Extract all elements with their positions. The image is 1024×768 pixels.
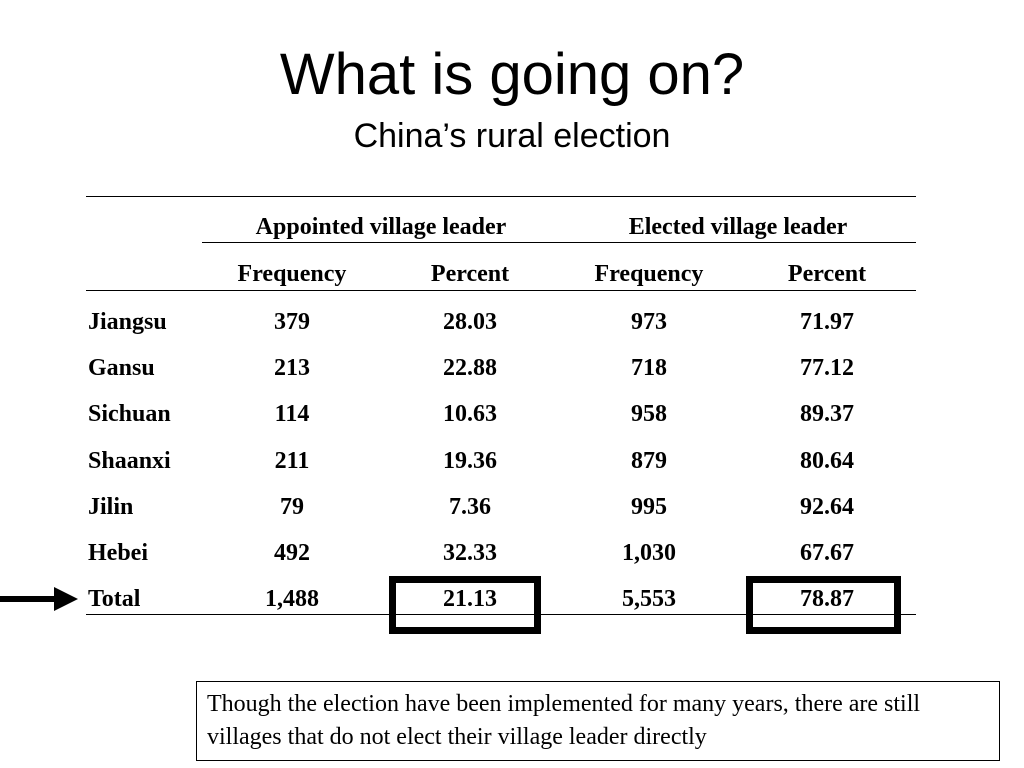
- slide-title: What is going on?: [279, 42, 745, 107]
- table-bottom-rule: [86, 614, 916, 615]
- table-cell: 19.36: [443, 448, 497, 474]
- table-cell: 211: [274, 448, 310, 474]
- row-label: Gansu: [88, 355, 155, 381]
- table-cell: 79: [280, 494, 304, 520]
- column-header-appointed-percent: Percent: [430, 261, 510, 287]
- row-label: Shaanxi: [88, 448, 171, 474]
- column-header-elected-frequency: Frequency: [594, 261, 704, 287]
- row-label: Jiangsu: [88, 309, 167, 335]
- table-cell: 67.67: [800, 540, 854, 566]
- row-label: Sichuan: [88, 401, 171, 427]
- table-cell: 958: [631, 401, 667, 427]
- table-cell: 995: [631, 494, 667, 520]
- table-cell: 28.03: [443, 309, 497, 335]
- table-cell: 80.64: [800, 448, 854, 474]
- total-appointed-percent: 21.13: [443, 586, 497, 612]
- row-label: Hebei: [88, 540, 148, 566]
- column-header-rule: [86, 290, 916, 291]
- total-row-label: Total: [88, 586, 141, 612]
- total-elected-percent: 78.87: [800, 586, 854, 612]
- arrow-icon: [0, 587, 78, 611]
- table-cell: 213: [274, 355, 310, 381]
- table-cell: 879: [631, 448, 667, 474]
- table-cell: 379: [274, 309, 310, 335]
- table-cell: 22.88: [443, 355, 497, 381]
- column-header-elected-percent: Percent: [787, 261, 867, 287]
- table-cell: 7.36: [449, 494, 491, 520]
- table-cell: 71.97: [800, 309, 854, 335]
- row-label: Jilin: [88, 494, 134, 520]
- table-cell: 114: [274, 401, 310, 427]
- table-cell: 10.63: [443, 401, 497, 427]
- note-box: Though the election have been implemente…: [196, 681, 1000, 761]
- highlight-box-appointed-percent: [389, 576, 541, 634]
- table-cell: 973: [631, 309, 667, 335]
- table-cell: 492: [274, 540, 310, 566]
- table-cell: 718: [631, 355, 667, 381]
- group-header-appointed: Appointed village leader: [255, 214, 507, 240]
- group-header-elected: Elected village leader: [628, 214, 848, 240]
- highlight-box-elected-percent: [746, 576, 901, 634]
- slide-subtitle: China’s rural election: [353, 117, 671, 155]
- table-cell: 32.33: [443, 540, 497, 566]
- table-cell: 92.64: [800, 494, 854, 520]
- table-top-rule: [86, 196, 916, 197]
- total-elected-frequency: 5,553: [622, 586, 676, 612]
- table-cell: 77.12: [800, 355, 854, 381]
- table-cell: 1,030: [622, 540, 676, 566]
- group-header-rule: [202, 242, 916, 243]
- column-header-appointed-frequency: Frequency: [237, 261, 347, 287]
- table-cell: 89.37: [800, 401, 854, 427]
- total-appointed-frequency: 1,488: [265, 586, 319, 612]
